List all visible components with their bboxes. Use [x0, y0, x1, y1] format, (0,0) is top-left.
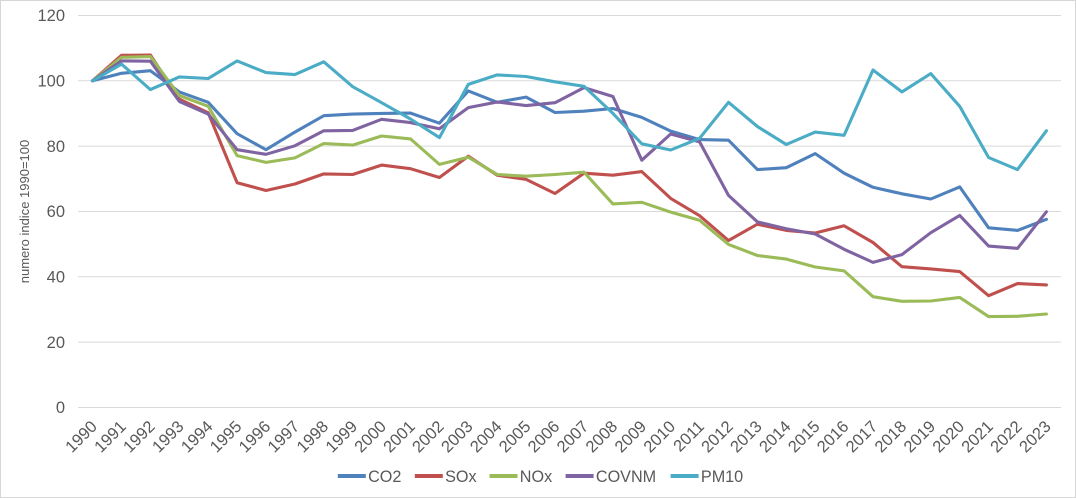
svg-text:numero indice 1990=100: numero indice 1990=100: [17, 140, 32, 283]
svg-text:SOx: SOx: [445, 468, 476, 486]
svg-text:100: 100: [37, 73, 65, 91]
svg-text:40: 40: [47, 269, 65, 287]
svg-text:CO2: CO2: [368, 468, 401, 486]
svg-text:0: 0: [56, 399, 65, 417]
svg-text:NOx: NOx: [520, 468, 552, 486]
svg-text:20: 20: [47, 334, 65, 352]
svg-text:80: 80: [47, 138, 65, 156]
svg-text:COVNM: COVNM: [596, 468, 656, 486]
svg-text:PM10: PM10: [701, 468, 743, 486]
svg-text:60: 60: [47, 203, 65, 221]
svg-text:120: 120: [37, 7, 65, 25]
